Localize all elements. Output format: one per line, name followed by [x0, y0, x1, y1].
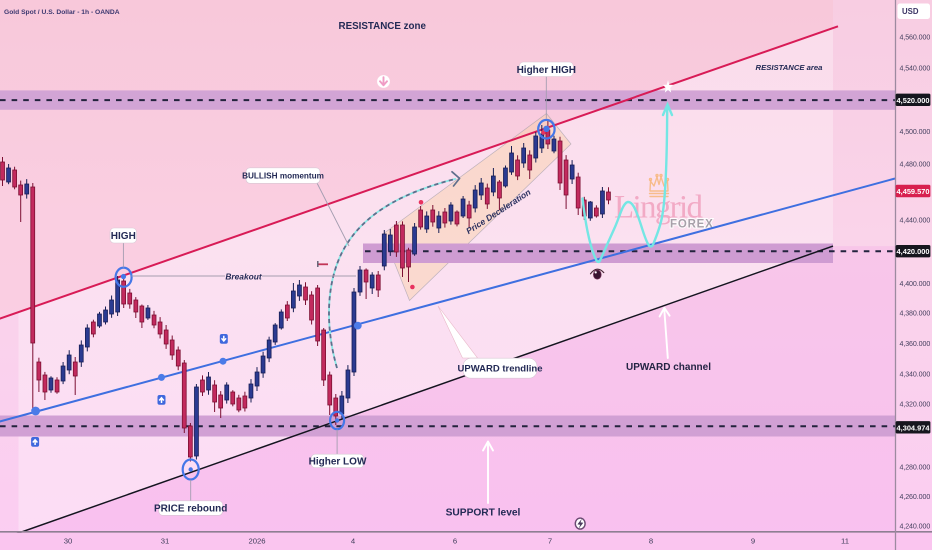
svg-text:4,400.000: 4,400.000	[900, 280, 931, 288]
svg-text:4,380.000: 4,380.000	[900, 310, 931, 318]
svg-text:PRICE rebound: PRICE rebound	[154, 504, 227, 515]
svg-text:4,360.000: 4,360.000	[900, 340, 931, 348]
svg-text:Breakout: Breakout	[225, 272, 263, 282]
svg-text:8: 8	[649, 537, 653, 546]
svg-text:4,520.000: 4,520.000	[897, 96, 930, 105]
svg-text:30: 30	[64, 537, 73, 546]
svg-text:4,540.000: 4,540.000	[900, 65, 931, 73]
svg-text:HIGH: HIGH	[111, 231, 136, 242]
svg-text:UPWARD channel: UPWARD channel	[626, 362, 711, 373]
svg-text:Lingrid: Lingrid	[614, 190, 704, 226]
svg-text:Higher LOW: Higher LOW	[309, 457, 367, 468]
svg-text:UPWARD trendline: UPWARD trendline	[458, 364, 543, 375]
svg-text:4,304.974: 4,304.974	[897, 423, 931, 432]
svg-text:4,500.000: 4,500.000	[900, 128, 931, 136]
svg-text:4,240.000: 4,240.000	[900, 523, 931, 531]
svg-text:4,320.000: 4,320.000	[900, 401, 931, 409]
svg-text:9: 9	[751, 537, 755, 546]
svg-text:4,420.000: 4,420.000	[897, 247, 930, 256]
svg-text:USD: USD	[902, 7, 919, 16]
svg-text:4,560.000: 4,560.000	[900, 34, 931, 42]
svg-text:6: 6	[453, 537, 457, 546]
svg-text:Gold Spot / U.S. Dollar - 1h -: Gold Spot / U.S. Dollar - 1h - OANDA	[4, 9, 120, 16]
svg-text:4,340.000: 4,340.000	[900, 371, 931, 379]
svg-text:RESISTANCE area: RESISTANCE area	[756, 63, 824, 72]
svg-text:4,440.000: 4,440.000	[900, 217, 931, 225]
svg-text:2026: 2026	[248, 537, 265, 546]
svg-text:FOREX: FOREX	[670, 219, 714, 231]
svg-text:Higher HIGH: Higher HIGH	[517, 65, 576, 76]
svg-text:4,280.000: 4,280.000	[900, 464, 931, 472]
svg-text:31: 31	[161, 537, 170, 546]
svg-text:4,480.000: 4,480.000	[900, 161, 931, 169]
svg-text:4,260.000: 4,260.000	[900, 493, 931, 501]
svg-text:7: 7	[548, 537, 552, 546]
svg-text:11: 11	[841, 537, 849, 546]
svg-text:BULLISH momentum: BULLISH momentum	[242, 172, 324, 181]
svg-text:SUPPORT level: SUPPORT level	[446, 508, 521, 519]
svg-text:4: 4	[351, 537, 356, 546]
svg-text:RESISTANCE zone: RESISTANCE zone	[339, 21, 427, 32]
svg-text:4,459.570: 4,459.570	[897, 187, 930, 196]
